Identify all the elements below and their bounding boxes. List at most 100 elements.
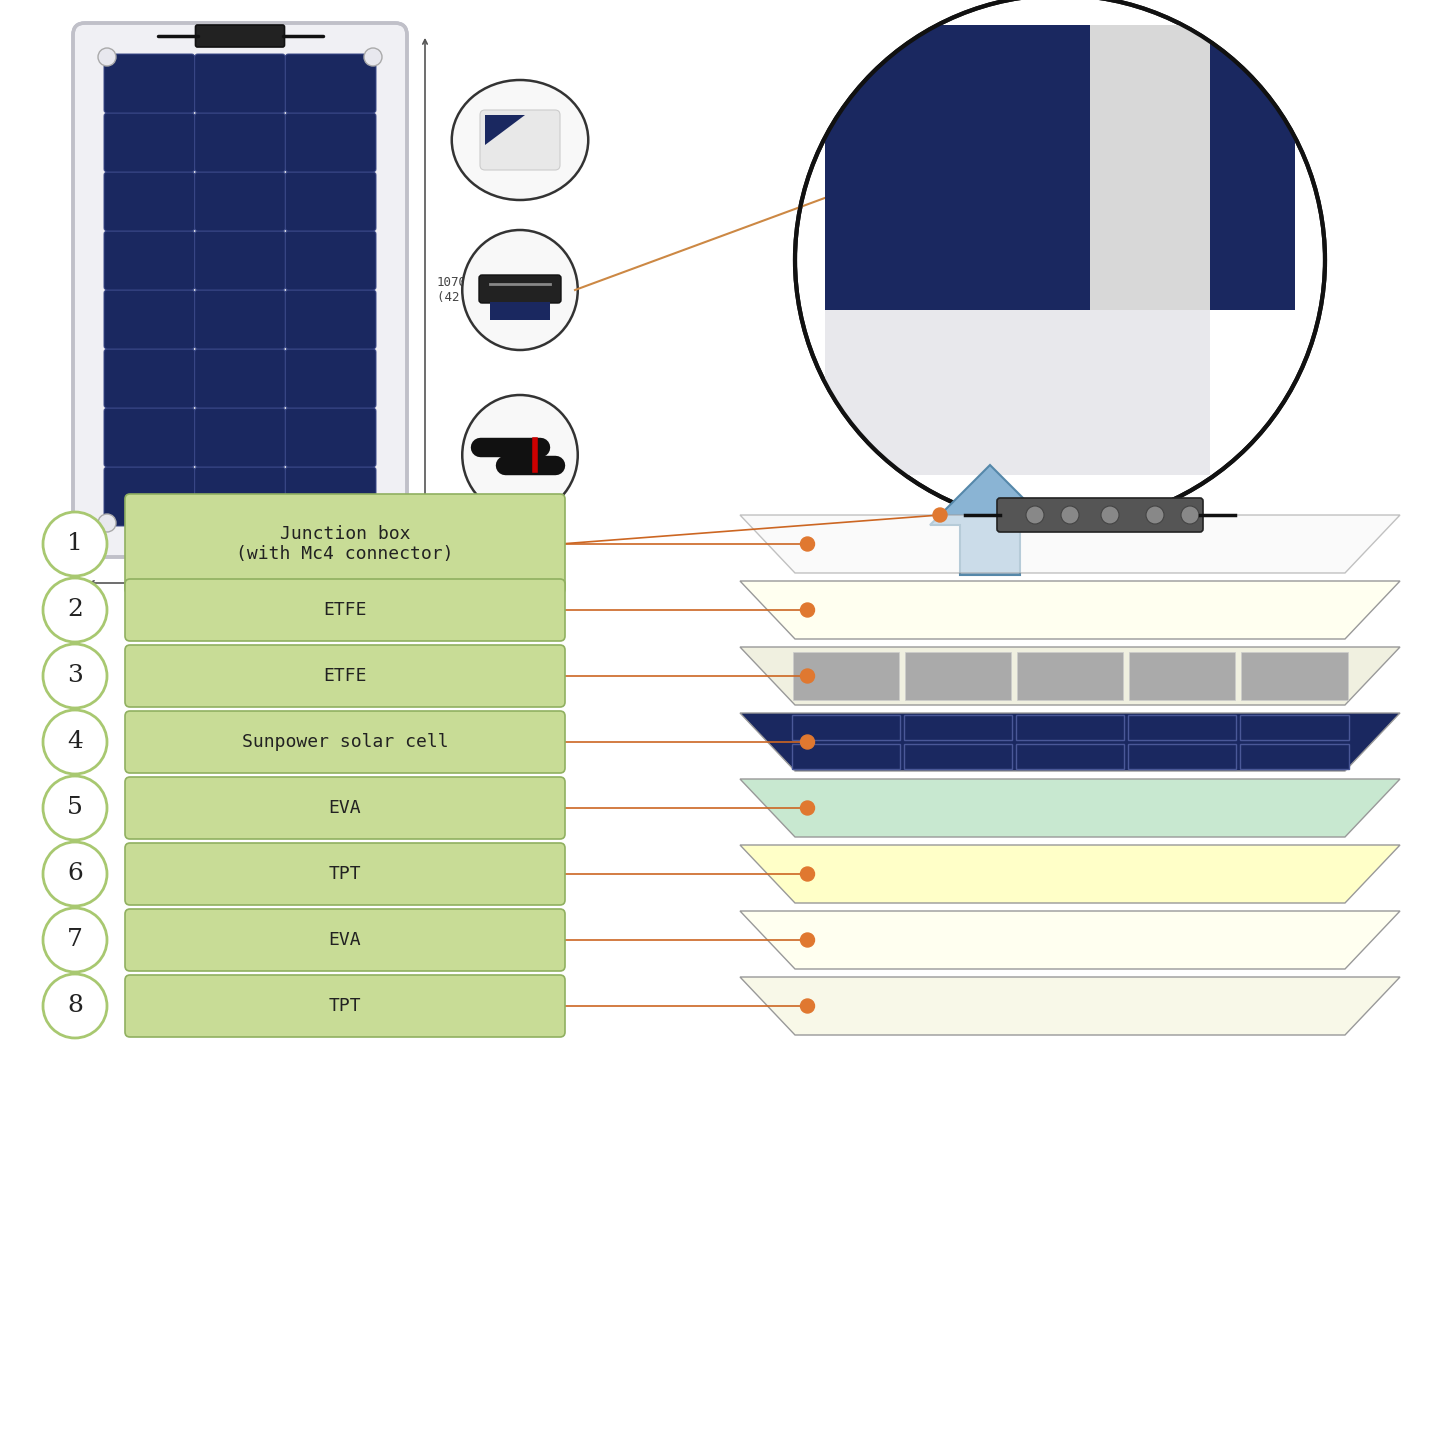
FancyBboxPatch shape <box>195 53 285 113</box>
Circle shape <box>98 48 116 66</box>
Ellipse shape <box>452 79 588 199</box>
FancyBboxPatch shape <box>126 579 565 642</box>
FancyBboxPatch shape <box>104 290 195 350</box>
FancyBboxPatch shape <box>1129 744 1237 769</box>
FancyBboxPatch shape <box>285 231 376 290</box>
Circle shape <box>801 736 815 749</box>
FancyBboxPatch shape <box>1241 652 1348 699</box>
Text: ETFE: ETFE <box>324 601 367 618</box>
Text: ETFE: ETFE <box>324 668 367 685</box>
Text: EVA: EVA <box>328 931 361 949</box>
FancyBboxPatch shape <box>195 231 285 290</box>
Polygon shape <box>486 116 525 144</box>
Circle shape <box>801 669 815 683</box>
Polygon shape <box>740 977 1400 1035</box>
Text: 1: 1 <box>66 533 82 555</box>
Circle shape <box>801 801 815 815</box>
FancyBboxPatch shape <box>1017 652 1123 699</box>
Polygon shape <box>740 647 1400 705</box>
FancyBboxPatch shape <box>285 290 376 350</box>
Circle shape <box>1026 506 1043 525</box>
FancyBboxPatch shape <box>285 350 376 407</box>
Text: EVA: EVA <box>328 799 361 816</box>
Circle shape <box>801 538 815 551</box>
FancyBboxPatch shape <box>195 290 285 350</box>
FancyBboxPatch shape <box>104 350 195 407</box>
Circle shape <box>1146 506 1165 525</box>
Polygon shape <box>740 712 1400 772</box>
Polygon shape <box>740 779 1400 837</box>
FancyBboxPatch shape <box>195 407 285 467</box>
FancyBboxPatch shape <box>195 113 285 172</box>
FancyBboxPatch shape <box>1129 715 1237 740</box>
Circle shape <box>43 842 107 906</box>
FancyBboxPatch shape <box>490 302 551 319</box>
FancyBboxPatch shape <box>195 172 285 231</box>
FancyBboxPatch shape <box>74 23 407 556</box>
FancyBboxPatch shape <box>195 350 285 407</box>
Text: 3: 3 <box>66 665 82 688</box>
Circle shape <box>933 509 946 522</box>
Polygon shape <box>740 514 1400 574</box>
FancyBboxPatch shape <box>126 777 565 840</box>
FancyBboxPatch shape <box>285 53 376 113</box>
FancyBboxPatch shape <box>905 652 1012 699</box>
FancyBboxPatch shape <box>285 172 376 231</box>
FancyBboxPatch shape <box>104 407 195 467</box>
Text: 8: 8 <box>66 994 82 1017</box>
FancyBboxPatch shape <box>1240 715 1348 740</box>
Text: 6: 6 <box>66 863 82 886</box>
FancyBboxPatch shape <box>1016 715 1124 740</box>
FancyBboxPatch shape <box>126 644 565 707</box>
FancyBboxPatch shape <box>126 842 565 905</box>
Text: Junction box
(with Mc4 connector): Junction box (with Mc4 connector) <box>236 525 454 564</box>
FancyBboxPatch shape <box>104 467 195 526</box>
Text: TPT: TPT <box>328 866 361 883</box>
Circle shape <box>43 578 107 642</box>
Circle shape <box>364 48 381 66</box>
Polygon shape <box>740 845 1400 903</box>
Text: 1070mm
(42.1 in): 1070mm (42.1 in) <box>436 276 504 303</box>
FancyBboxPatch shape <box>285 467 376 526</box>
FancyBboxPatch shape <box>126 494 565 594</box>
FancyBboxPatch shape <box>997 499 1204 532</box>
Polygon shape <box>931 465 1051 575</box>
FancyBboxPatch shape <box>792 715 900 740</box>
Ellipse shape <box>462 394 578 514</box>
FancyBboxPatch shape <box>478 275 561 303</box>
Circle shape <box>43 776 107 840</box>
FancyBboxPatch shape <box>1016 744 1124 769</box>
Polygon shape <box>825 311 1209 475</box>
Text: Sunpower solar cell: Sunpower solar cell <box>241 733 448 751</box>
Circle shape <box>1181 506 1199 525</box>
FancyBboxPatch shape <box>104 231 195 290</box>
FancyBboxPatch shape <box>1129 652 1235 699</box>
Text: 540mm
(21.3 in): 540mm (21.3 in) <box>207 603 273 631</box>
Circle shape <box>43 709 107 775</box>
Circle shape <box>795 0 1325 525</box>
Circle shape <box>43 512 107 577</box>
Circle shape <box>801 998 815 1013</box>
Text: 2: 2 <box>66 598 82 621</box>
Text: TPT: TPT <box>328 997 361 1014</box>
FancyBboxPatch shape <box>903 715 1011 740</box>
Circle shape <box>43 644 107 708</box>
FancyBboxPatch shape <box>1240 744 1348 769</box>
Circle shape <box>1101 506 1118 525</box>
Text: 7: 7 <box>66 929 82 951</box>
Circle shape <box>364 514 381 532</box>
FancyBboxPatch shape <box>195 467 285 526</box>
FancyBboxPatch shape <box>285 407 376 467</box>
Polygon shape <box>740 910 1400 970</box>
FancyBboxPatch shape <box>792 744 900 769</box>
Circle shape <box>1061 506 1079 525</box>
Circle shape <box>801 933 815 946</box>
FancyBboxPatch shape <box>104 172 195 231</box>
Ellipse shape <box>462 230 578 350</box>
FancyBboxPatch shape <box>792 652 899 699</box>
Circle shape <box>98 514 116 532</box>
Circle shape <box>801 603 815 617</box>
FancyBboxPatch shape <box>104 113 195 172</box>
FancyBboxPatch shape <box>126 711 565 773</box>
FancyBboxPatch shape <box>285 113 376 172</box>
